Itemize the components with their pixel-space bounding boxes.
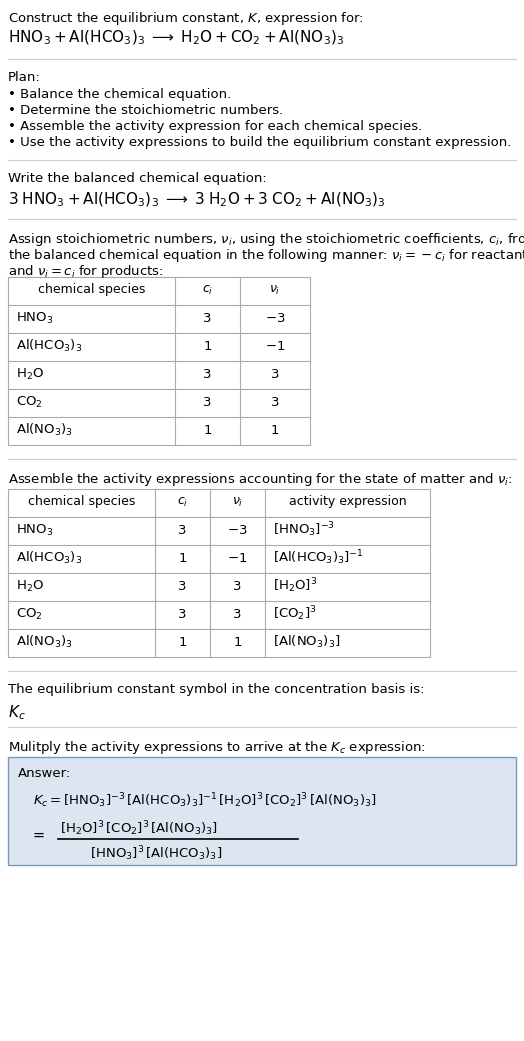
Text: $\mathrm{H_2O}$: $\mathrm{H_2O}$ [16,579,44,593]
Text: $K_c$: $K_c$ [8,703,26,721]
Bar [8,277,310,445]
Text: the balanced chemical equation in the following manner: $\nu_i = -c_i$ for react: the balanced chemical equation in the fo… [8,247,524,264]
Text: The equilibrium constant symbol in the concentration basis is:: The equilibrium constant symbol in the c… [8,683,424,696]
Text: $\mathrm{CO_2}$: $\mathrm{CO_2}$ [16,607,43,621]
Text: $\mathrm{HNO_3 + Al(HCO_3)_3 \;\longrightarrow\; H_2O + CO_2 + Al(NO_3)_3}$: $\mathrm{HNO_3 + Al(HCO_3)_3 \;\longrigh… [8,29,344,48]
Text: Plan:: Plan: [8,71,41,84]
Text: $\nu_i$: $\nu_i$ [232,496,243,509]
Text: $\mathrm{HNO_3}$: $\mathrm{HNO_3}$ [16,310,53,326]
Text: $[\mathrm{CO_2}]^3$: $[\mathrm{CO_2}]^3$ [273,605,316,624]
Bar [8,489,430,657]
Text: Construct the equilibrium constant, $K$, expression for:: Construct the equilibrium constant, $K$,… [8,10,364,27]
Text: =: = [33,828,45,842]
Text: 3: 3 [203,311,212,325]
Bar [8,757,516,865]
Text: 3: 3 [233,608,242,620]
Text: $[\mathrm{Al(NO_3)_3}]$: $[\mathrm{Al(NO_3)_3}]$ [273,634,341,650]
Text: chemical species: chemical species [38,283,145,297]
Text: $[\mathrm{HNO_3}]^3\,[\mathrm{Al(HCO_3)_3}]$: $[\mathrm{HNO_3}]^3\,[\mathrm{Al(HCO_3)_… [90,844,222,863]
Text: activity expression: activity expression [289,496,406,508]
Text: • Use the activity expressions to build the equilibrium constant expression.: • Use the activity expressions to build … [8,136,511,149]
Text: $K_c = [\mathrm{HNO_3}]^{-3}\,[\mathrm{Al(HCO_3)_3}]^{-1}\,[\mathrm{H_2O}]^3\,[\: $K_c = [\mathrm{HNO_3}]^{-3}\,[\mathrm{A… [33,791,377,810]
Text: 3: 3 [271,396,279,408]
Text: $\nu_i$: $\nu_i$ [269,283,281,297]
Text: $-3$: $-3$ [265,311,285,325]
Text: 1: 1 [178,552,187,564]
Text: $\mathrm{HNO_3}$: $\mathrm{HNO_3}$ [16,523,53,537]
Text: 1: 1 [203,424,212,436]
Text: $-1$: $-1$ [227,552,248,564]
Text: 3: 3 [233,580,242,592]
Text: 3: 3 [203,367,212,381]
Text: Assemble the activity expressions accounting for the state of matter and $\nu_i$: Assemble the activity expressions accoun… [8,471,512,488]
Text: • Assemble the activity expression for each chemical species.: • Assemble the activity expression for e… [8,120,422,133]
Text: • Balance the chemical equation.: • Balance the chemical equation. [8,88,231,101]
Text: $[\mathrm{H_2O}]^3\,[\mathrm{CO_2}]^3\,[\mathrm{Al(NO_3)_3}]$: $[\mathrm{H_2O}]^3\,[\mathrm{CO_2}]^3\,[… [60,819,218,838]
Text: 3: 3 [271,367,279,381]
Text: Assign stoichiometric numbers, $\nu_i$, using the stoichiometric coefficients, $: Assign stoichiometric numbers, $\nu_i$, … [8,231,524,248]
Text: Mulitply the activity expressions to arrive at the $K_c$ expression:: Mulitply the activity expressions to arr… [8,739,426,756]
Text: $-1$: $-1$ [265,339,285,353]
Text: $c_i$: $c_i$ [177,496,188,509]
Text: 3: 3 [178,524,187,536]
Text: and $\nu_i = c_i$ for products:: and $\nu_i = c_i$ for products: [8,263,163,280]
Text: $\mathrm{Al(HCO_3)_3}$: $\mathrm{Al(HCO_3)_3}$ [16,338,82,354]
Text: $[\mathrm{HNO_3}]^{-3}$: $[\mathrm{HNO_3}]^{-3}$ [273,520,335,539]
Text: 1: 1 [233,635,242,649]
Text: $c_i$: $c_i$ [202,283,213,297]
Text: 3: 3 [203,396,212,408]
Text: $\mathrm{CO_2}$: $\mathrm{CO_2}$ [16,395,43,409]
Text: $\mathrm{Al(NO_3)_3}$: $\mathrm{Al(NO_3)_3}$ [16,634,73,650]
Text: Write the balanced chemical equation:: Write the balanced chemical equation: [8,172,267,185]
Text: 1: 1 [271,424,279,436]
Text: $\mathrm{H_2O}$: $\mathrm{H_2O}$ [16,366,44,382]
Text: • Determine the stoichiometric numbers.: • Determine the stoichiometric numbers. [8,104,283,117]
Text: 3: 3 [178,580,187,592]
Text: $\mathrm{Al(HCO_3)_3}$: $\mathrm{Al(HCO_3)_3}$ [16,550,82,566]
Text: 1: 1 [178,635,187,649]
Text: 1: 1 [203,339,212,353]
Text: Answer:: Answer: [18,767,71,780]
Text: chemical species: chemical species [28,496,135,508]
Text: 3: 3 [178,608,187,620]
Text: $\mathrm{3\;HNO_3 + Al(HCO_3)_3 \;\longrightarrow\; 3\;H_2O + 3\;CO_2 + Al(NO_3): $\mathrm{3\;HNO_3 + Al(HCO_3)_3 \;\longr… [8,191,386,209]
Text: $[\mathrm{Al(HCO_3)_3}]^{-1}$: $[\mathrm{Al(HCO_3)_3}]^{-1}$ [273,549,364,567]
Text: $[\mathrm{H_2O}]^3$: $[\mathrm{H_2O}]^3$ [273,577,318,595]
Text: $\mathrm{Al(NO_3)_3}$: $\mathrm{Al(NO_3)_3}$ [16,422,73,438]
Text: $-3$: $-3$ [227,524,248,536]
